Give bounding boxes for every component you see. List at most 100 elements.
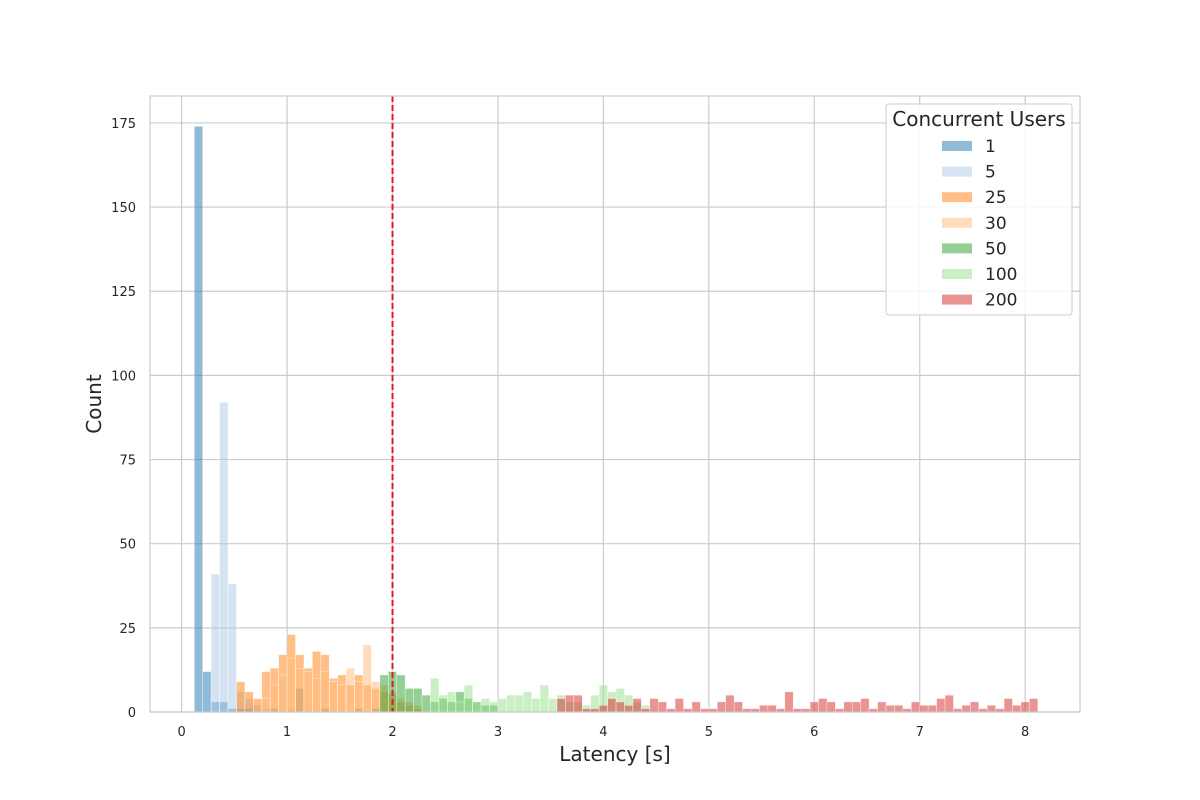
legend-label: 5 (985, 163, 996, 183)
legend-label: 25 (985, 188, 1007, 208)
histogram-bar (514, 694, 524, 713)
histogram-bar (261, 698, 271, 713)
histogram-bar (632, 698, 642, 713)
histogram-bar (497, 698, 507, 713)
legend-swatch (942, 141, 972, 151)
x-tick-label: 1 (283, 725, 291, 740)
x-tick-label: 4 (599, 725, 607, 740)
legend-swatch (942, 192, 972, 203)
legend-item: 50 (942, 239, 1007, 259)
plot-frame (149, 95, 1081, 713)
legend-label: 100 (985, 265, 1017, 285)
histogram-bar (328, 681, 338, 713)
histogram-bar (303, 671, 313, 713)
x-tick-label: 7 (916, 725, 924, 740)
y-tick-label: 175 (111, 117, 136, 132)
histogram-bar (421, 694, 431, 713)
histogram-bar (202, 671, 212, 713)
histogram-bar (210, 573, 220, 713)
legend-title: Concurrent Users (892, 107, 1065, 131)
y-tick-label: 50 (119, 538, 136, 553)
histogram-bar (1020, 701, 1030, 713)
histogram-bar (784, 691, 794, 713)
histogram-bar (927, 704, 937, 713)
legend-swatch (942, 269, 972, 279)
x-tick-label: 8 (1021, 725, 1029, 740)
histogram-bar (430, 678, 440, 713)
histogram-bar (1012, 704, 1022, 713)
histogram-bar (371, 681, 381, 713)
histogram-bar (598, 704, 608, 713)
histogram-bar (489, 701, 499, 713)
x-tick-label: 0 (177, 725, 185, 740)
legend-label: 30 (985, 214, 1007, 234)
histogram-bar (413, 688, 423, 713)
histogram-bar (733, 701, 743, 713)
histogram-bar (919, 704, 929, 713)
y-tick-labels: 0 25 50 75 100 125 150 175 (111, 117, 136, 721)
histogram-bar (219, 402, 229, 713)
legend-item: 100 (942, 265, 1017, 285)
histogram-bar (818, 698, 828, 713)
histogram-bar (531, 698, 541, 713)
histogram-bar (894, 704, 904, 713)
histogram-bar (506, 694, 516, 713)
histogram-bar (944, 694, 954, 713)
histogram-bar (759, 704, 769, 713)
histogram-bar (354, 681, 364, 713)
histogram-bar (404, 688, 414, 713)
histogram-bar (970, 701, 980, 713)
histogram-bar (522, 691, 533, 713)
histogram-bar (877, 701, 887, 713)
histogram-bar (691, 701, 701, 713)
histogram-bar (851, 701, 861, 713)
legend-item: 5 (942, 163, 996, 183)
x-tick-label: 6 (810, 725, 818, 740)
histogram-bar (438, 694, 448, 713)
histogram-bar (615, 701, 625, 713)
legend-swatch (942, 217, 972, 228)
legend-label: 1 (985, 137, 996, 157)
legend-item: 1 (942, 137, 996, 157)
y-axis-title: Count (82, 374, 106, 434)
y-tick-label: 0 (128, 706, 136, 721)
legend-item: 25 (942, 188, 1007, 208)
histogram-bar (809, 701, 819, 713)
histogram-bar (767, 704, 777, 713)
histogram-bar (1003, 698, 1013, 713)
x-axis-title: Latency [s] (559, 742, 670, 766)
legend-label: 200 (985, 291, 1017, 311)
histogram-bar (337, 684, 347, 713)
histogram-bar (472, 701, 482, 713)
y-tick-label: 125 (111, 285, 136, 300)
histogram-bar (573, 694, 583, 713)
histogram-bar (269, 684, 279, 713)
x-tick-label: 3 (494, 725, 502, 740)
histogram-bar (193, 125, 204, 713)
histogram-bar (885, 704, 895, 713)
histogram-bar (295, 667, 305, 713)
histogram-bar (961, 704, 971, 713)
histogram-bar (843, 701, 853, 713)
histogram-bar (227, 583, 237, 713)
histogram-bar (986, 704, 996, 713)
y-tick-label: 150 (111, 201, 136, 216)
histogram-bar (278, 674, 288, 713)
histogram-bar (463, 684, 473, 713)
y-tick-label: 25 (119, 622, 136, 637)
histogram-bar (312, 678, 322, 713)
legend-label: 50 (985, 239, 1007, 259)
histogram-bar (936, 698, 946, 713)
legend-item: 30 (942, 214, 1007, 234)
histogram-bar (396, 674, 406, 713)
legend-items: 1 5 25 30 50 100 200 (942, 137, 1017, 311)
histogram-bar (286, 657, 296, 713)
x-tick-label: 2 (388, 725, 396, 740)
histogram-bar (345, 667, 355, 713)
histogram-bar (480, 698, 490, 713)
x-tick-labels: 0 1 2 3 4 5 6 7 8 (177, 725, 1029, 740)
histogram-bar (725, 694, 735, 713)
histogram-bar (548, 698, 558, 713)
histogram-bar (320, 671, 330, 713)
